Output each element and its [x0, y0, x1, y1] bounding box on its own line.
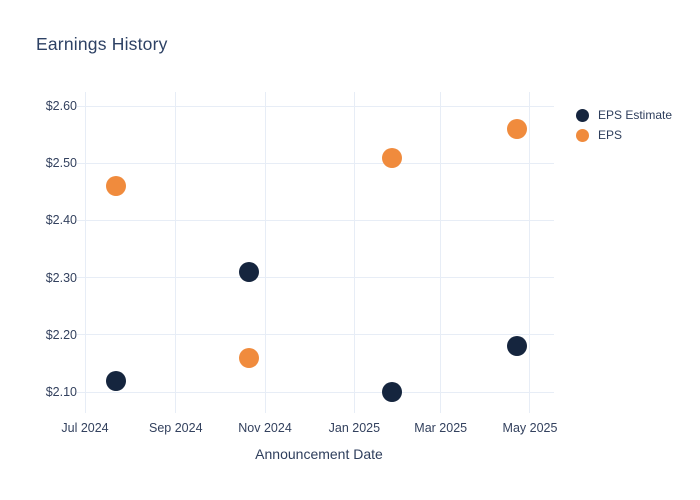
x-gridline: [264, 92, 266, 407]
x-tick-mark: [264, 407, 266, 413]
eps-estimate-marker[interactable]: [238, 261, 259, 282]
eps-marker[interactable]: [105, 176, 126, 197]
x-tick-label: Jan 2025: [328, 421, 381, 435]
x-tick-label: Nov 2024: [238, 421, 292, 435]
y-tick-mark: [77, 391, 84, 393]
y-gridline: [84, 219, 554, 221]
x-tick-label: Sep 2024: [149, 421, 203, 435]
y-gridline: [84, 162, 554, 164]
x-tick-mark: [440, 407, 442, 413]
x-tick-label: Jul 2024: [61, 421, 109, 435]
x-tick-mark: [353, 407, 355, 413]
x-tick-label: Mar 2025: [414, 421, 468, 435]
legend-item-eps-estimate[interactable]: EPS Estimate: [576, 108, 672, 122]
x-gridline: [84, 92, 86, 407]
x-tick-mark: [529, 407, 531, 413]
y-gridline: [84, 391, 554, 393]
legend-label: EPS Estimate: [598, 108, 673, 122]
eps-legend-dot-icon: [576, 128, 589, 142]
x-gridline: [353, 92, 355, 407]
eps-estimate-legend-dot-icon: [576, 108, 589, 122]
x-gridline: [175, 92, 177, 407]
legend-item-eps[interactable]: EPS: [576, 128, 672, 142]
y-tick-label: $2.30: [45, 270, 77, 285]
x-gridline: [529, 92, 531, 407]
x-tick-mark: [175, 407, 177, 413]
y-tick-label: $2.10: [45, 385, 77, 400]
eps-estimate-marker[interactable]: [506, 336, 527, 357]
chart-title: Earnings History: [36, 34, 168, 54]
y-tick-label: $2.40: [45, 213, 77, 228]
y-tick-label: $2.20: [45, 327, 77, 342]
y-gridline: [84, 277, 554, 279]
eps-estimate-marker[interactable]: [382, 382, 403, 403]
y-tick-mark: [77, 219, 84, 221]
x-tick-label: May 2025: [502, 421, 558, 435]
eps-estimate-marker[interactable]: [105, 370, 126, 391]
x-gridline: [440, 92, 442, 407]
y-tick-mark: [77, 162, 84, 164]
y-gridline: [84, 334, 554, 336]
y-gridline: [84, 105, 554, 107]
y-tick-label: $2.50: [45, 156, 77, 171]
x-axis-title: Announcement Date: [255, 446, 383, 462]
eps-marker[interactable]: [238, 347, 259, 368]
legend: EPS Estimate EPS: [576, 108, 672, 142]
y-tick-mark: [77, 334, 84, 336]
x-tick-mark: [84, 407, 86, 413]
y-tick-label: $2.60: [45, 99, 77, 114]
eps-marker[interactable]: [382, 147, 403, 168]
plot-area: [84, 92, 554, 407]
y-tick-mark: [77, 277, 84, 279]
legend-label: EPS: [598, 128, 623, 142]
eps-marker[interactable]: [506, 118, 527, 139]
y-tick-mark: [77, 105, 84, 107]
